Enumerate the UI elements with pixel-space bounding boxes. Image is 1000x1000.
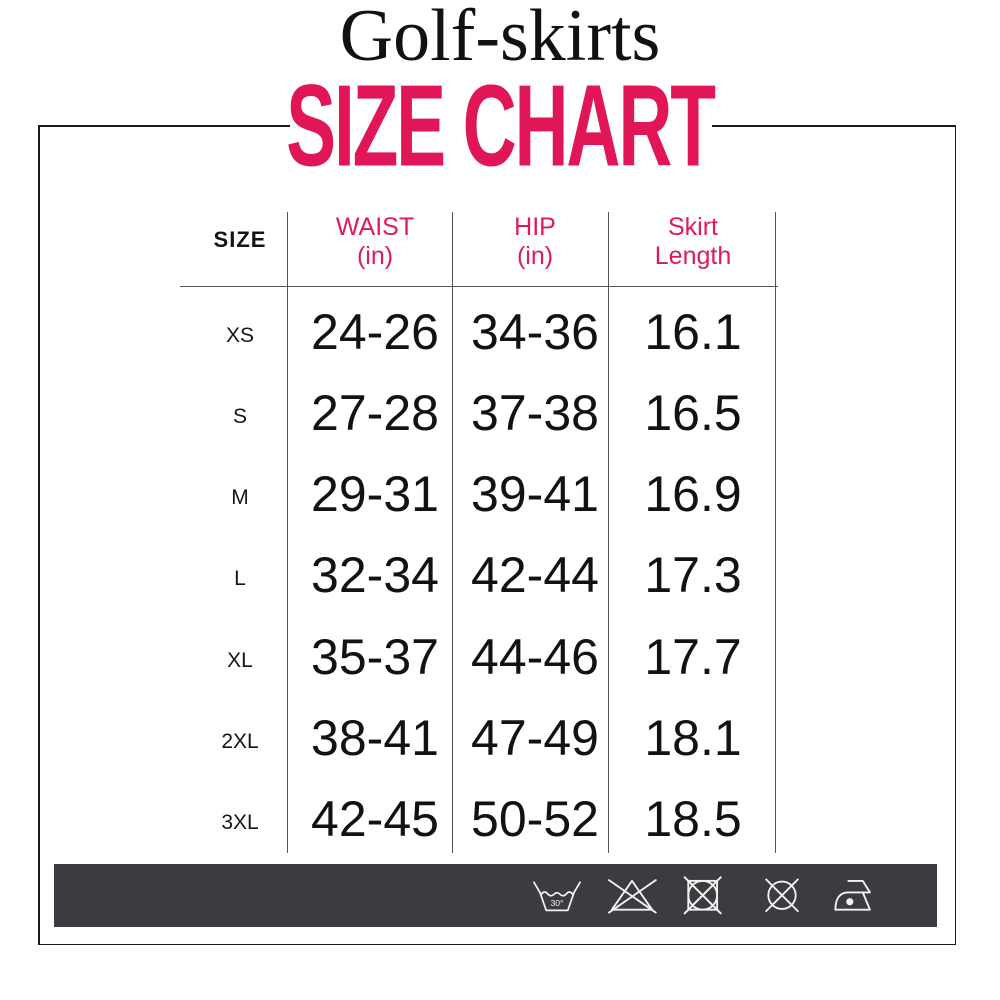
svg-text:30°: 30°	[550, 898, 563, 908]
